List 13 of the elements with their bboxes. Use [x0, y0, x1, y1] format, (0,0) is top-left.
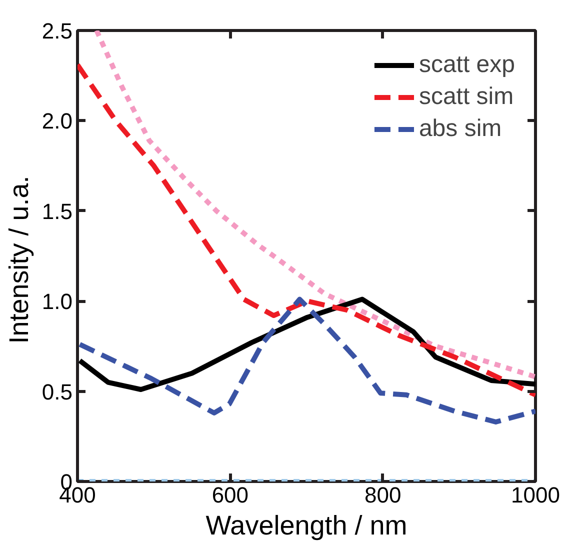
- x-axis-title: Wavelength / nm: [206, 510, 408, 540]
- legend-label: scatt sim: [418, 82, 514, 112]
- x-tick-label: 1000: [511, 482, 560, 508]
- x-tick-label: 800: [364, 482, 402, 508]
- y-axis-title: Intensity / u.a.: [4, 176, 34, 344]
- y-tick-label: 1.0: [42, 289, 73, 314]
- y-tick-label: 0.5: [42, 379, 73, 404]
- y-tick-label: 2.5: [42, 18, 73, 44]
- x-tick-label: 600: [212, 482, 249, 508]
- y-tick-label: 1.5: [42, 198, 73, 224]
- legend-label: scatt exp: [418, 50, 515, 80]
- legend-label: abs sim: [418, 114, 502, 144]
- y-tick-label: 2.0: [42, 108, 73, 134]
